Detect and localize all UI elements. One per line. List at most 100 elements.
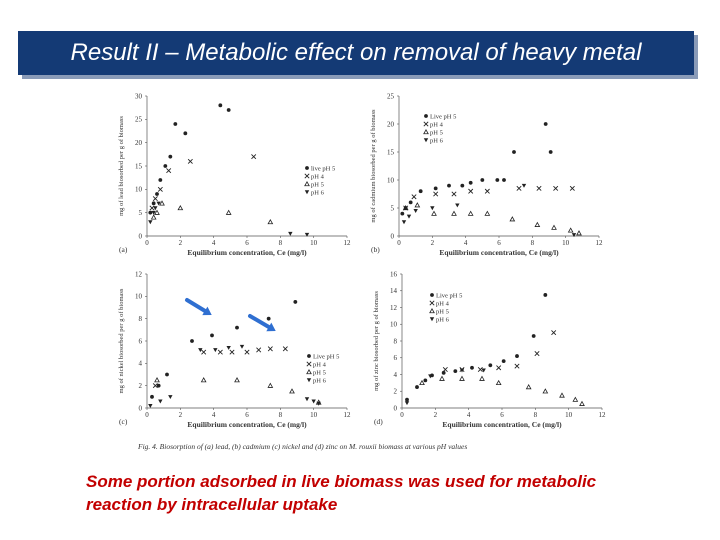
data-point-triangle-down <box>148 220 153 225</box>
x-axis-title: Equilibrium concentration, Ce (mg/l) <box>187 420 307 429</box>
data-point-x <box>152 196 158 202</box>
data-point-triangle-down <box>213 348 218 353</box>
data-point-circle <box>418 189 423 194</box>
data-point-x <box>244 349 250 355</box>
data-point-triangle <box>525 384 532 390</box>
data-point-circle <box>488 363 493 368</box>
y-tick-label: 10 <box>390 321 398 329</box>
data-point-x <box>157 186 163 192</box>
data-point-x <box>267 346 273 352</box>
data-point-circle <box>226 108 231 112</box>
x-tick-label: 2 <box>179 411 183 419</box>
data-point-triangle <box>267 382 274 388</box>
data-point-circle <box>548 150 553 154</box>
y-axis-title: mg of nickel biosorbed per g of biomass <box>118 288 125 393</box>
y-tick-label: 15 <box>387 148 395 156</box>
data-point-circle <box>183 131 188 136</box>
data-point-circle <box>453 369 458 374</box>
x-tick-label: 6 <box>500 411 504 419</box>
data-point-circle <box>158 178 163 182</box>
chart-panel-2: 0 2 4 6 8 10 12 0 5 10 15 20 25 Equilibrium concentra… <box>370 92 603 257</box>
legend-marker <box>423 138 429 143</box>
legend-marker <box>423 121 429 127</box>
legend-marker <box>424 114 428 118</box>
data-point-circle <box>400 211 405 216</box>
data-point-circle <box>408 200 413 205</box>
data-point-triangle <box>495 379 502 386</box>
legend-label: pH 4 <box>313 361 327 368</box>
data-point-triangle <box>509 216 516 222</box>
y-tick-label: 2 <box>139 382 143 390</box>
data-point-x <box>569 185 575 191</box>
y-tick-label: 16 <box>390 270 398 278</box>
data-point-circle <box>433 186 438 191</box>
y-tick-label: 20 <box>135 139 143 147</box>
data-point-circle <box>468 180 473 185</box>
data-point-circle <box>423 378 428 383</box>
data-point-x <box>451 191 457 197</box>
data-point-triangle <box>289 388 295 394</box>
data-point-circle <box>543 293 548 297</box>
data-point-circle <box>235 325 239 330</box>
x-tick-label: 8 <box>279 411 283 419</box>
x-tick-label: 6 <box>245 239 249 247</box>
data-point-triangle <box>267 218 274 225</box>
conclusion-line-2: reaction by intracellular uptake <box>86 495 338 514</box>
x-tick-label: 4 <box>212 239 216 247</box>
legend-label: Live pH 5 <box>313 353 339 360</box>
y-tick-label: 14 <box>390 287 398 295</box>
legend-marker <box>306 368 312 375</box>
legend-marker <box>304 180 310 187</box>
biosorption-figure: Fig. 4. Biosorption of (a) lead, (b) cad… <box>112 88 612 453</box>
legend-label: pH 6 <box>311 189 325 196</box>
legend-marker <box>306 378 312 383</box>
legend-marker <box>304 190 310 195</box>
data-point-circle <box>156 383 161 388</box>
x-tick-label: 4 <box>467 411 471 419</box>
data-point-x <box>514 363 520 369</box>
data-point-triangle <box>234 377 240 383</box>
x-tick-label: 12 <box>596 239 604 247</box>
data-point-triangle-down <box>316 401 321 406</box>
x-tick-label: 2 <box>431 239 435 247</box>
data-point-triangle <box>576 230 582 236</box>
legend-label: Live pH 5 <box>436 292 462 299</box>
y-tick-label: 0 <box>139 232 143 240</box>
legend-label: pH 5 <box>436 308 449 315</box>
data-point-triangle <box>467 210 474 216</box>
data-point-circle <box>210 333 214 338</box>
legend-label: pH 4 <box>436 300 450 307</box>
y-tick-label: 0 <box>391 232 395 240</box>
legend-marker <box>429 307 435 314</box>
data-point-triangle-down <box>455 203 460 208</box>
x-tick-label: 4 <box>464 239 468 247</box>
y-tick-label: 10 <box>387 176 395 184</box>
data-point-circle <box>415 385 419 389</box>
data-point-triangle <box>484 210 491 216</box>
y-tick-label: 8 <box>139 315 143 323</box>
y-tick-label: 15 <box>135 162 143 170</box>
data-point-circle <box>495 178 500 182</box>
data-point-triangle-down <box>481 368 486 373</box>
data-point-x <box>187 158 193 164</box>
panel-label: (a) <box>119 245 128 254</box>
data-point-x <box>282 346 288 352</box>
data-point-triangle-down <box>430 206 435 211</box>
y-tick-label: 6 <box>139 337 143 345</box>
data-point-circle <box>266 316 271 321</box>
slide-title: Result II – Metabolic effect on removal … <box>70 39 642 66</box>
data-point-triangle <box>200 377 207 383</box>
data-point-circle <box>543 122 548 126</box>
legend-label: pH 4 <box>311 173 325 180</box>
data-point-x <box>251 154 257 160</box>
data-point-triangle-down <box>153 206 158 211</box>
data-point-triangle-down <box>406 214 412 219</box>
data-point-circle <box>502 178 506 182</box>
legend-label: pH 5 <box>311 181 324 188</box>
data-point-triangle-down <box>571 233 577 238</box>
x-axis-title: Equilibrium concentration, Ce (mg/l) <box>439 248 559 257</box>
x-tick-label: 6 <box>497 239 501 247</box>
data-point-x <box>166 168 172 174</box>
y-tick-label: 2 <box>394 388 398 396</box>
data-point-circle <box>148 210 153 215</box>
